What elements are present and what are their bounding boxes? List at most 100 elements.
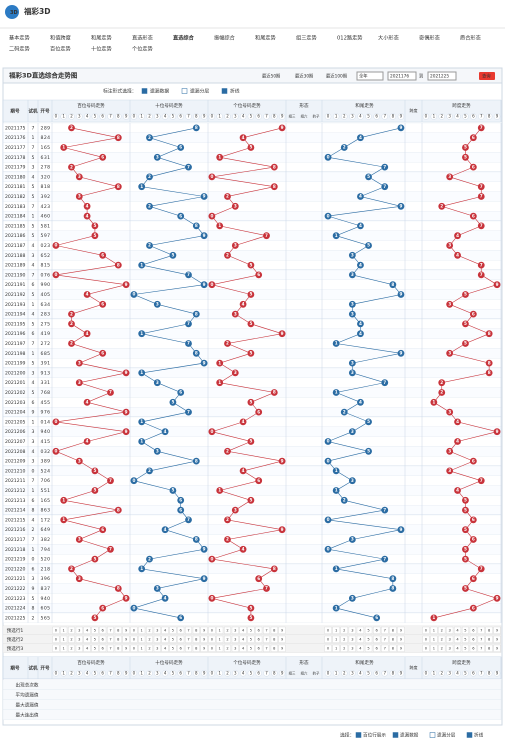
preselect-cell[interactable] — [332, 626, 340, 634]
preselect-cell[interactable] — [324, 626, 332, 634]
preselect-cell[interactable] — [60, 644, 68, 652]
preselect-cell[interactable] — [493, 644, 501, 652]
preselect-cell[interactable] — [60, 626, 68, 634]
preselect-cell[interactable] — [422, 626, 430, 634]
preselect-cell[interactable] — [200, 644, 208, 652]
query-button[interactable] — [479, 72, 495, 80]
preselect-cell[interactable] — [208, 626, 216, 634]
preselect-cell[interactable] — [364, 635, 373, 643]
preselect-cell[interactable] — [422, 635, 430, 643]
checkbox[interactable] — [392, 732, 399, 738]
preselect-cell[interactable] — [231, 635, 239, 643]
preselect-cell[interactable] — [493, 626, 501, 634]
preselect-cell[interactable] — [438, 635, 446, 643]
preselect-cell[interactable] — [348, 644, 356, 652]
nav-link[interactable]: 振幅综合 — [214, 34, 236, 42]
preselect-cell[interactable] — [107, 626, 114, 634]
preselect-cell[interactable] — [200, 635, 208, 643]
preselect-cell[interactable] — [192, 644, 200, 652]
preselect-cell[interactable] — [278, 644, 286, 652]
nav-link[interactable]: 基本走势 — [9, 34, 30, 42]
preselect-cell[interactable] — [381, 644, 389, 652]
preselect-cell[interactable] — [107, 635, 114, 643]
preselect-cell[interactable] — [130, 644, 138, 652]
preselect-cell[interactable] — [239, 626, 247, 634]
preselect-cell[interactable] — [247, 635, 255, 643]
preselect-cell[interactable] — [83, 635, 91, 643]
preselect-cell[interactable] — [255, 626, 263, 634]
nav-link[interactable]: 直选综合 — [173, 34, 195, 42]
preselect-cell[interactable] — [138, 644, 146, 652]
preselect-cell[interactable] — [477, 626, 485, 634]
nav-link[interactable]: 质合形态 — [460, 34, 481, 42]
preselect-cell[interactable] — [52, 644, 60, 652]
preselect-cell[interactable] — [356, 626, 365, 634]
preselect-cell[interactable] — [348, 635, 356, 643]
preselect-cell[interactable] — [146, 626, 153, 634]
preselect-cell[interactable] — [397, 644, 405, 652]
preselect-cell[interactable] — [397, 635, 405, 643]
preselect-cell[interactable] — [208, 635, 216, 643]
preselect-cell[interactable] — [192, 635, 200, 643]
preselect-cell[interactable] — [153, 626, 161, 634]
preselect-cell[interactable] — [200, 626, 208, 634]
checkbox[interactable] — [355, 732, 362, 738]
preselect-cell[interactable] — [278, 635, 286, 643]
recent-link[interactable]: 最近30期 — [295, 73, 313, 80]
preselect-cell[interactable] — [208, 644, 216, 652]
preselect-cell[interactable] — [438, 644, 446, 652]
nav-link[interactable]: 和尾走势 — [91, 34, 112, 42]
preselect-cell[interactable] — [153, 644, 161, 652]
preselect-cell[interactable] — [130, 635, 138, 643]
preselect-cell[interactable] — [185, 644, 192, 652]
preselect-cell[interactable] — [224, 635, 231, 643]
preselect-cell[interactable] — [185, 635, 192, 643]
preselect-cell[interactable] — [247, 644, 255, 652]
preselect-cell[interactable] — [454, 626, 462, 634]
preselect-cell[interactable] — [270, 644, 278, 652]
preselect-cell[interactable] — [83, 644, 91, 652]
preselect-cell[interactable] — [373, 644, 381, 652]
preselect-cell[interactable] — [75, 644, 83, 652]
preselect-cell[interactable] — [364, 644, 373, 652]
preselect-cell[interactable] — [146, 644, 153, 652]
preselect-cell[interactable] — [278, 626, 286, 634]
preselect-cell[interactable] — [348, 626, 356, 634]
input-box[interactable] — [427, 71, 457, 81]
preselect-cell[interactable] — [255, 635, 263, 643]
preselect-cell[interactable] — [469, 626, 477, 634]
nav-link[interactable]: 二码走势 — [9, 45, 30, 53]
preselect-cell[interactable] — [169, 626, 177, 634]
preselect-cell[interactable] — [270, 626, 278, 634]
nav-link[interactable]: 和尾走势 — [255, 34, 276, 42]
preselect-cell[interactable] — [324, 635, 332, 643]
preselect-cell[interactable] — [430, 635, 438, 643]
preselect-cell[interactable] — [493, 635, 501, 643]
preselect-cell[interactable] — [381, 635, 389, 643]
preselect-cell[interactable] — [122, 635, 130, 643]
nav-link[interactable]: 个位走势 — [132, 45, 153, 53]
preselect-cell[interactable] — [461, 644, 469, 652]
preselect-cell[interactable] — [122, 626, 130, 634]
preselect-cell[interactable] — [446, 635, 454, 643]
preselect-cell[interactable] — [373, 626, 381, 634]
checkbox[interactable] — [429, 732, 436, 738]
preselect-cell[interactable] — [138, 626, 146, 634]
preselect-cell[interactable] — [422, 644, 430, 652]
preselect-cell[interactable] — [161, 644, 169, 652]
preselect-cell[interactable] — [263, 626, 270, 634]
nav-link[interactable]: 和值跨度 — [50, 34, 71, 42]
preselect-cell[interactable] — [161, 626, 169, 634]
preselect-cell[interactable] — [68, 644, 75, 652]
preselect-cell[interactable] — [130, 626, 138, 634]
preselect-cell[interactable] — [485, 635, 493, 643]
preselect-cell[interactable] — [177, 635, 185, 643]
preselect-cell[interactable] — [99, 635, 107, 643]
preselect-cell[interactable] — [340, 635, 348, 643]
preselect-cell[interactable] — [446, 644, 454, 652]
preselect-cell[interactable] — [91, 635, 99, 643]
preselect-cell[interactable] — [224, 626, 231, 634]
preselect-cell[interactable] — [177, 644, 185, 652]
preselect-cell[interactable] — [332, 635, 340, 643]
preselect-cell[interactable] — [270, 635, 278, 643]
